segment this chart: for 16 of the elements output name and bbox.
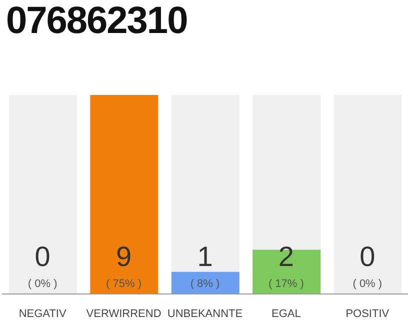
data-label: 0: [360, 241, 376, 272]
data-label: 2: [278, 241, 294, 272]
x-tick-label: UNBEKANNTE: [167, 308, 243, 320]
data-label: 0: [34, 241, 50, 272]
x-tick-label: EGAL: [272, 308, 301, 320]
annotation: ( 75% ): [106, 278, 142, 290]
annotation: ( 0% ): [28, 278, 58, 290]
data-label: 1: [197, 241, 213, 272]
annotation: ( 17% ): [268, 278, 304, 290]
x-tick-label: VERWIRREND: [86, 308, 162, 320]
x-tick-label: NEGATIV: [18, 308, 67, 320]
data-label: 9: [116, 241, 132, 272]
chart-title: 076862310: [6, 0, 188, 43]
x-tick-label: POSITIV: [346, 308, 390, 320]
annotation: ( 8% ): [190, 278, 220, 290]
annotation: ( 0% ): [352, 278, 382, 290]
